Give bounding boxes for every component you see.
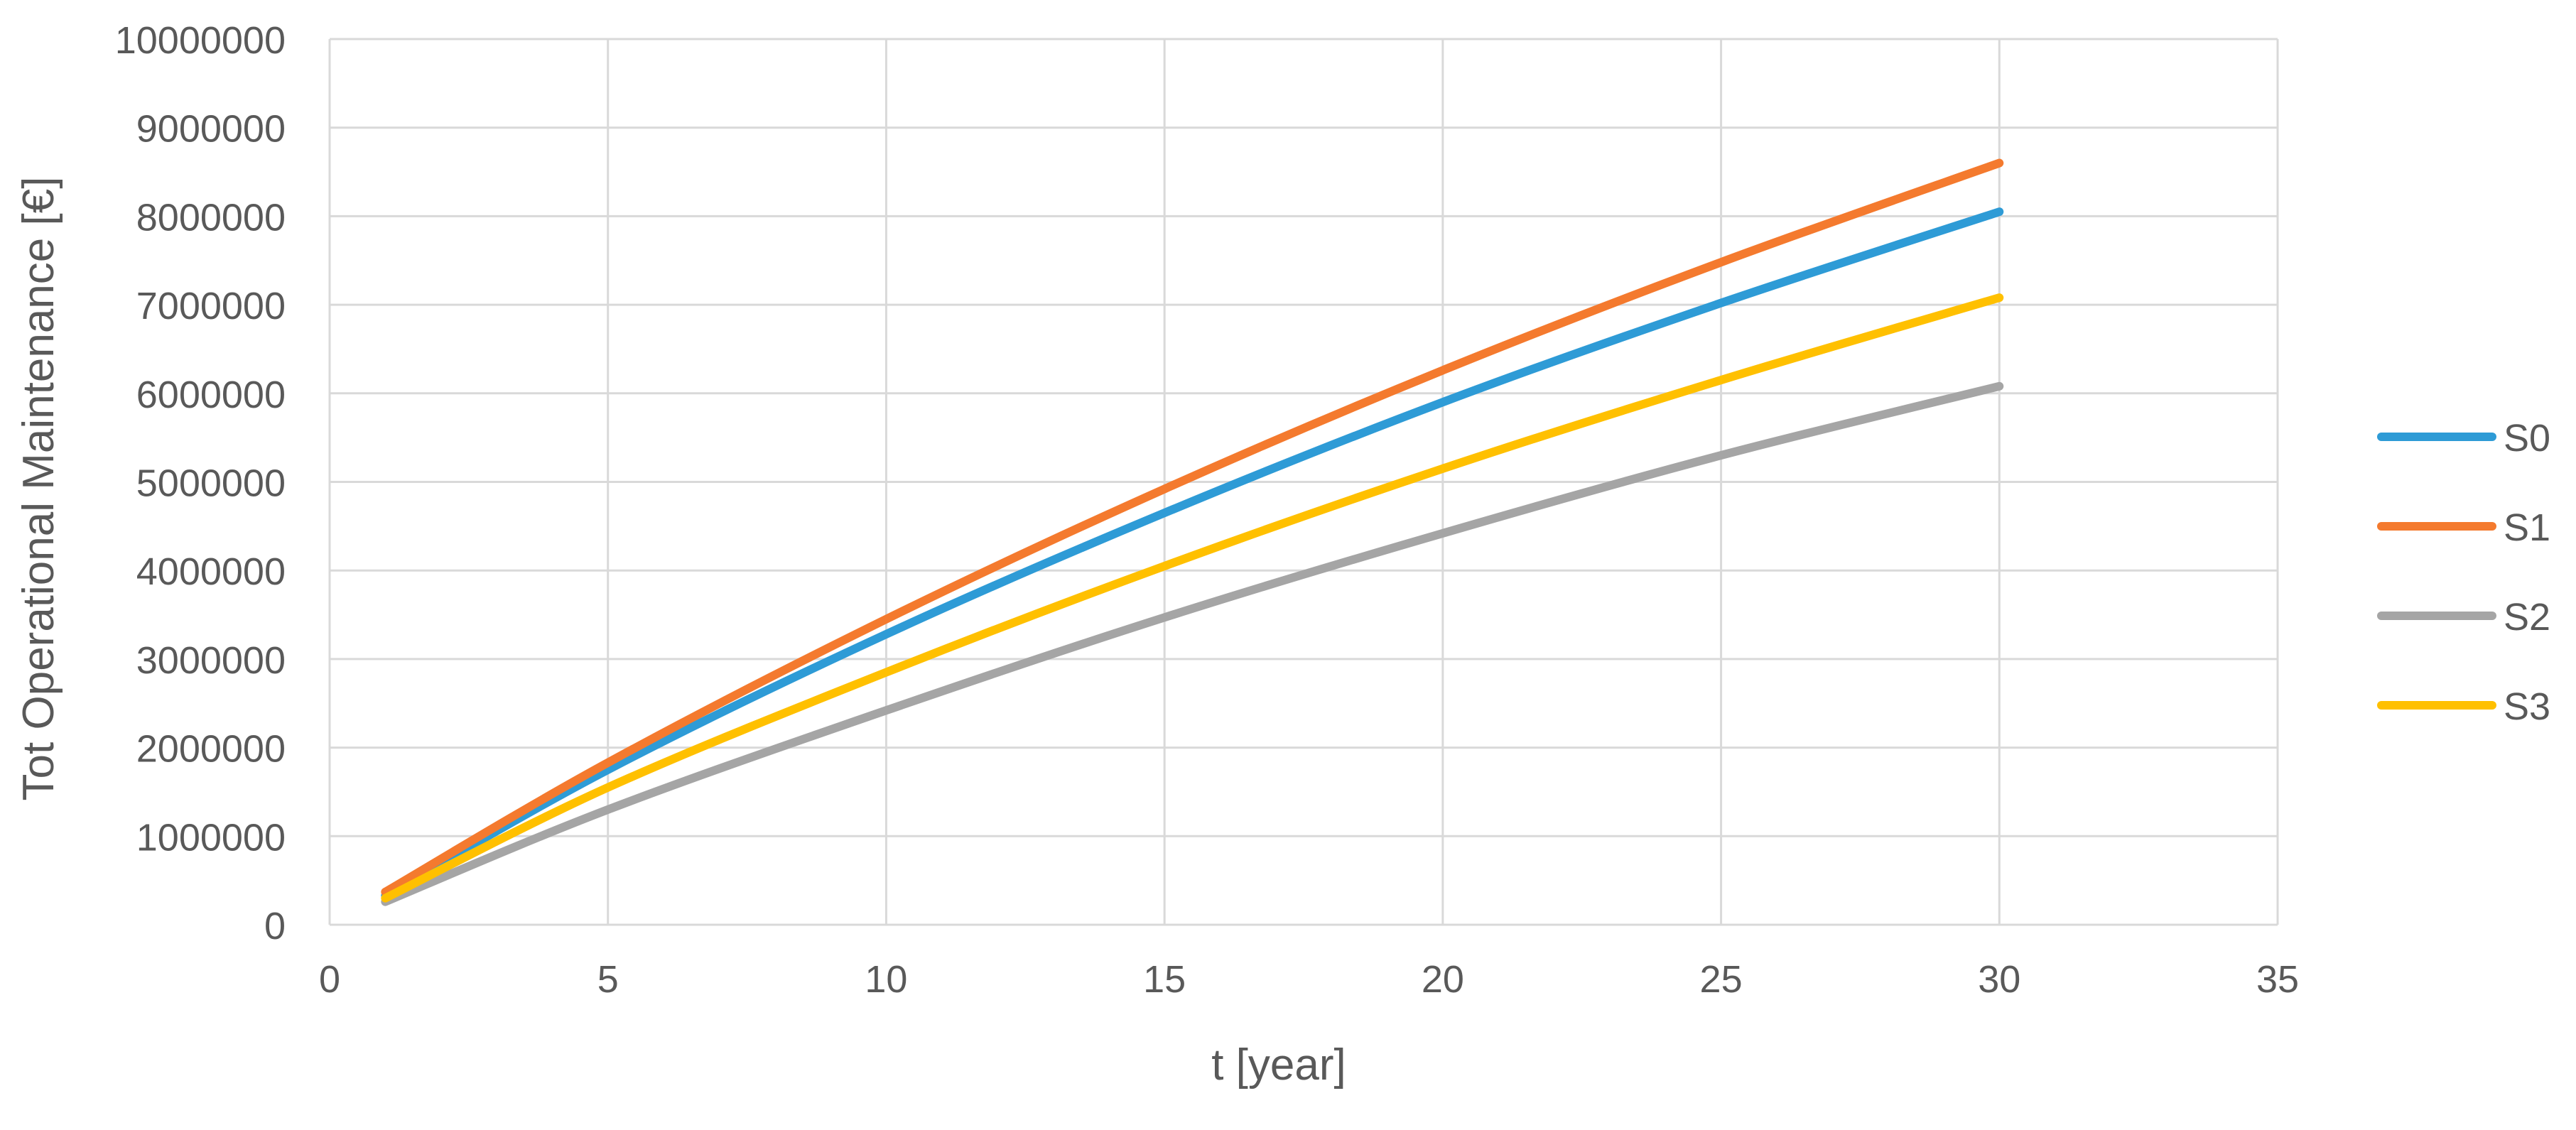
series-line-s0 [381,207,2004,900]
x-axis-title: t [year] [1211,1041,1346,1090]
y-tick-label: 2000000 [136,728,286,771]
series-line-s2 [381,381,2004,906]
series-line-s3 [381,293,2004,903]
y-tick-label: 9000000 [136,108,286,151]
legend-label-s1: S1 [2504,506,2550,549]
legend: S0 S1 S2 S3 [2377,417,2550,728]
y-tick-label: 1000000 [136,816,286,859]
y-tick-label: 5000000 [136,462,286,505]
axes: 0 1000000 2000000 3000000 4000000 5000000 6000… [115,19,2299,1001]
y-tick-label: 3000000 [136,639,286,682]
series-lines [381,158,2004,906]
y-tick-label: 7000000 [136,285,286,327]
x-tick-label: 30 [1978,958,2020,1001]
series-line-s1 [381,158,2004,896]
y-tick-label: 4000000 [136,550,286,593]
x-tick-label: 10 [865,958,907,1001]
legend-label-s2: S2 [2504,596,2550,639]
y-axis-title: Tot Operational Maintenance [€] [14,177,63,801]
x-tick-label: 25 [1700,958,1743,1001]
x-tick-label: 20 [1422,958,1464,1001]
x-tick-label: 15 [1143,958,1186,1001]
y-tick-label: 8000000 [136,196,286,239]
x-tick-label: 0 [319,958,340,1001]
x-tick-label: 35 [2256,958,2299,1001]
x-tick-label: 5 [597,958,619,1001]
legend-label-s3: S3 [2504,685,2550,728]
y-tick-label: 6000000 [136,374,286,416]
y-tick-label: 0 [264,905,286,947]
y-tick-label: 10000000 [115,19,286,62]
legend-label-s0: S0 [2504,417,2550,460]
